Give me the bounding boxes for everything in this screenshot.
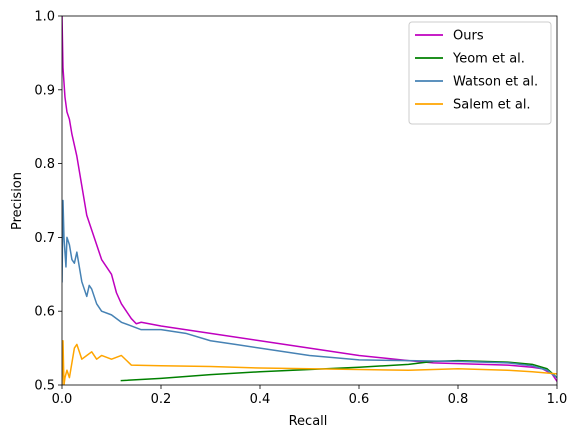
legend: Ours Yeom et al. Watson et al. Salem et al. [408, 21, 552, 125]
x-tick-label: 0.4 [250, 392, 271, 407]
y-tick-label: 0.5 [34, 379, 55, 394]
x-axis-label: Recall [289, 414, 328, 429]
x-tick-label: 0.6 [349, 392, 370, 407]
legend-label-yeom-et-al: Yeom et al. [452, 52, 525, 67]
legend-box [408, 21, 552, 125]
series-group [62, 16, 557, 385]
x-tick-label: 1.0 [547, 392, 568, 407]
series-line-salem-et-al [62, 339, 557, 385]
x-tick-label: 0.2 [151, 392, 172, 407]
y-tick-label: 0.9 [34, 83, 55, 98]
y-tick-label: 1.0 [34, 10, 55, 25]
y-tick-label: 0.8 [34, 157, 55, 172]
legend-label-ours: Ours [453, 29, 484, 44]
y-tick-label: 0.7 [34, 231, 55, 246]
legend-label-salem-et-al: Salem et al. [453, 98, 531, 113]
plot-area [62, 16, 557, 385]
legend-label-watson-et-al: Watson et al. [453, 75, 538, 90]
axes: 0.0 0.2 0.4 0.6 0.8 1.0 0.5 0.6 0.7 0.8 0.9 1.0 [34, 10, 567, 408]
series-line-ours [62, 16, 557, 383]
axes-frame [61, 15, 558, 386]
series-line-yeom-et-al [120, 359, 557, 382]
x-tick-label: 0.0 [52, 392, 73, 407]
y-axis-label: Precision [10, 172, 25, 230]
series-line-watson-et-al [62, 199, 557, 379]
x-tick-label: 0.8 [448, 392, 469, 407]
y-tick-label: 0.6 [34, 305, 55, 320]
